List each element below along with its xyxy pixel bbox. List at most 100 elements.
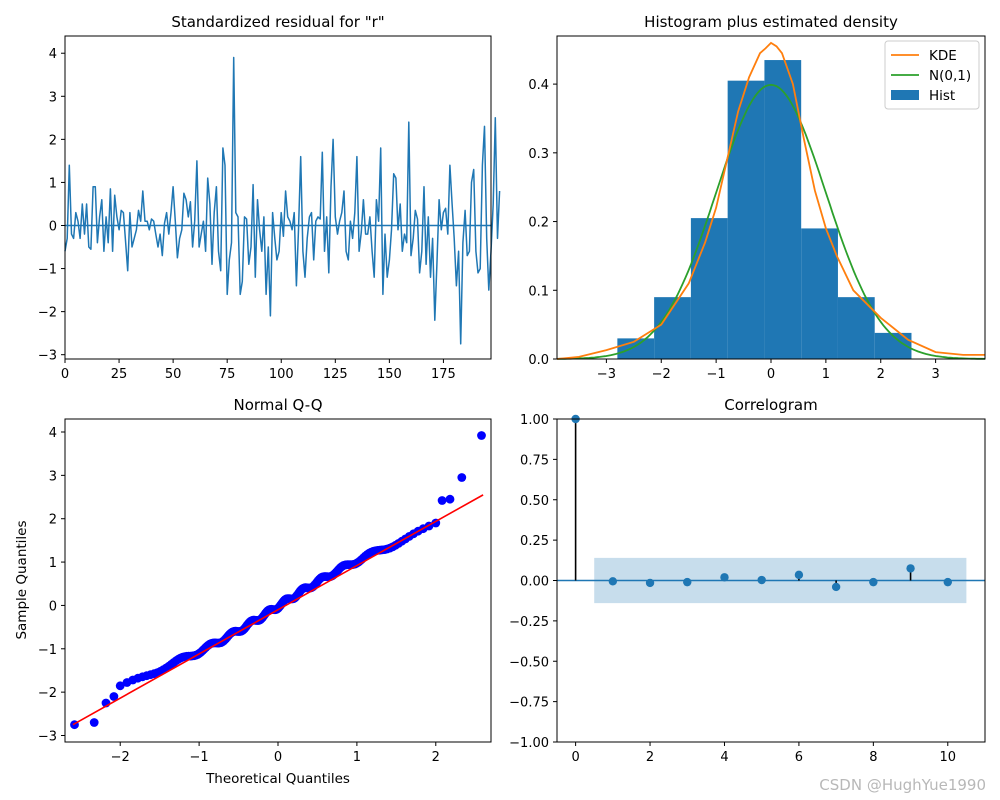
residual-ytick-label: 4 <box>49 47 57 62</box>
residual-xtick-label: 100 <box>269 367 294 382</box>
legend-hist-swatch <box>891 90 919 100</box>
qq-point <box>109 692 119 701</box>
correlogram-xtick-label: 10 <box>940 750 957 765</box>
histogram-ytick-label: 0.4 <box>528 78 549 93</box>
histogram-bar <box>837 297 875 359</box>
residual-xtick-label: 0 <box>61 367 69 382</box>
correlogram-xtick-label: 8 <box>869 750 877 765</box>
histogram-title: Histogram plus estimated density <box>644 13 898 31</box>
histogram-ytick-label: 0.3 <box>528 147 549 162</box>
histogram-xtick-label: −2 <box>652 367 671 382</box>
qq-ytick-label: 4 <box>49 426 57 441</box>
histogram-xtick-label: 2 <box>877 367 885 382</box>
qq-ytick-label: −1 <box>38 643 57 658</box>
qq-axis-ticks: −2 −1 0 1 2 −3 −2 −1 0 1 2 3 4 <box>38 426 440 765</box>
qq-xtick-label: 1 <box>353 750 361 765</box>
histogram-legend: KDE N(0,1) Hist <box>884 40 980 110</box>
residual-ytick-label: −3 <box>38 349 57 364</box>
qq-xlabel: Theoretical Quantiles <box>205 771 350 787</box>
acf-marker <box>683 577 692 587</box>
residual-panel: Standardized residual for "r" 0 25 50 75 100… <box>38 13 501 382</box>
qq-points <box>70 431 486 730</box>
acf-marker <box>943 577 952 587</box>
residual-ytick-label: 0 <box>49 219 57 234</box>
qq-ytick-label: −3 <box>38 729 57 744</box>
histogram-xtick-label: −3 <box>597 367 616 382</box>
histogram-panel: Histogram plus estimated density −3 −2 −1 0… <box>528 13 986 382</box>
qq-panel: Normal Q-Q −2 −1 0 1 2 −3 −2 −1 0 1 2 3 4 Theoretica… <box>14 396 492 787</box>
residual-xtick-label: 125 <box>323 367 348 382</box>
correlogram-ytick-label: 0.50 <box>520 494 549 509</box>
correlogram-ytick-label: 0.25 <box>520 534 549 549</box>
histogram-xtick-label: 3 <box>931 367 939 382</box>
residual-ytick-label: 2 <box>49 133 57 148</box>
residual-title: Standardized residual for "r" <box>171 13 384 31</box>
qq-point <box>115 681 125 691</box>
correlogram-panel: Correlogram 0 2 4 6 8 10−1.00−0.75−0.50−0.250… <box>509 396 986 765</box>
correlogram-axis-ticks: 0 2 4 6 8 10 −1.00 −0.75 −0.50 −0.25 0.00 0.25 0.50 0… <box>509 413 956 765</box>
residual-axis-ticks: 0 25 50 75 100 125 150 175 −3 −2 −1 0 1 2 3 4 <box>38 47 456 382</box>
correlogram-xtick-label: 0 <box>571 750 579 765</box>
correlogram-ytick-label: 0.75 <box>520 453 549 468</box>
residual-axes-frame <box>64 35 492 360</box>
correlogram-ytick-label: −1.00 <box>509 736 549 751</box>
qq-axes-frame <box>64 418 492 743</box>
correlogram-xtick-label: 6 <box>795 750 803 765</box>
histogram-xtick-label: −1 <box>707 367 726 382</box>
residual-xtick-label: 175 <box>431 367 456 382</box>
correlogram-ytick-label: −0.75 <box>509 696 549 711</box>
acf-marker <box>757 575 766 585</box>
acf-marker <box>869 577 878 587</box>
qq-title: Normal Q-Q <box>233 396 322 414</box>
residual-xtick-label: 150 <box>377 367 402 382</box>
qq-ylabel: Sample Quantiles <box>14 520 30 639</box>
correlogram-axes-frame <box>556 418 986 743</box>
qq-point <box>437 496 447 505</box>
histogram-bar <box>727 80 765 359</box>
residual-xtick-label: 75 <box>219 367 236 382</box>
correlogram-ytick-label: −0.50 <box>509 655 549 670</box>
histogram-xtick-label: 0 <box>767 367 775 382</box>
qq-xtick-label: −2 <box>111 750 130 765</box>
histogram-bar <box>690 218 728 359</box>
qq-ytick-label: 1 <box>49 556 57 571</box>
qq-point <box>457 473 467 482</box>
residual-series-line <box>64 56 501 345</box>
qq-point <box>445 494 455 504</box>
histogram-bar <box>764 60 802 359</box>
acf-marker <box>831 582 841 592</box>
qq-ytick-label: 3 <box>49 469 57 484</box>
correlogram-ytick-label: 1.00 <box>520 413 549 428</box>
qq-ytick-label: −2 <box>38 686 57 701</box>
residual-ytick-label: 3 <box>49 90 57 105</box>
correlogram-ytick-label: −0.25 <box>509 615 549 630</box>
histogram-bar <box>801 228 838 359</box>
correlogram-xtick-label: 2 <box>646 750 654 765</box>
qq-ytick-label: 2 <box>49 513 57 528</box>
correlogram-ytick-label: 0.00 <box>520 575 549 590</box>
correlogram-title: Correlogram <box>724 396 817 414</box>
legend-hist-label: Hist <box>929 88 955 104</box>
correlogram-xtick-label: 4 <box>720 750 728 765</box>
histogram-ytick-label: 0.1 <box>528 284 549 299</box>
qq-xtick-label: 0 <box>274 750 282 765</box>
watermark-text: CSDN @HughYue1990 <box>819 776 986 794</box>
qq-point <box>89 718 99 727</box>
histogram-axis-ticks: −3 −2 −1 0 1 2 3 0.0 0.1 0.2 0.3 0.4 <box>528 78 939 382</box>
kde-curve <box>556 41 985 360</box>
legend-kde-label: KDE <box>929 48 957 64</box>
acf-marker <box>720 573 729 582</box>
qq-point <box>477 431 486 440</box>
qq-xtick-label: −1 <box>190 750 209 765</box>
legend-normal-label: N(0,1) <box>929 68 971 84</box>
residual-ytick-label: −2 <box>38 306 57 321</box>
histogram-ytick-label: 0.2 <box>528 216 549 231</box>
qq-ytick-label: 0 <box>49 599 57 614</box>
histogram-bars <box>617 60 912 359</box>
acf-marker <box>608 577 618 586</box>
residual-ytick-label: −1 <box>38 263 57 278</box>
acf-marker <box>906 564 915 573</box>
normal-density-curve <box>556 83 986 360</box>
acf-marker <box>645 578 655 588</box>
